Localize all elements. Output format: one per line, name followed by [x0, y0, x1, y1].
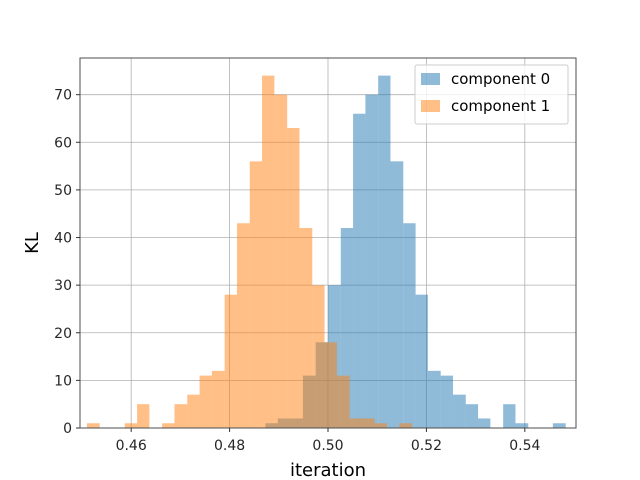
- y-tick-label: 50: [54, 183, 72, 199]
- histogram-bar: [552, 423, 566, 428]
- histogram-bar: [324, 342, 337, 428]
- y-tick-label: 60: [54, 135, 72, 151]
- histogram-bar: [174, 404, 188, 428]
- histogram-bar: [199, 375, 212, 428]
- histogram-bar: [403, 223, 416, 428]
- histogram-bar: [415, 294, 428, 428]
- legend-label-component-0: component 0: [451, 70, 550, 88]
- histogram-bar: [427, 370, 441, 428]
- y-tick-label: 30: [54, 278, 72, 294]
- series-component-1-bars: [86, 75, 413, 429]
- histogram-bar: [224, 294, 237, 428]
- y-tick-label: 0: [63, 421, 72, 437]
- histogram-bar: [374, 423, 388, 428]
- histogram-bar: [124, 423, 138, 428]
- histogram-bar: [390, 161, 404, 429]
- x-axis-ticks: 0.46 0.48 0.50 0.52 0.54: [116, 428, 541, 454]
- histogram-bar: [349, 418, 362, 428]
- legend-swatch-component-0: [421, 73, 440, 85]
- legend: component 0 component 1: [414, 64, 569, 125]
- histogram-bar: [86, 423, 100, 428]
- histogram-bar: [440, 375, 453, 428]
- histogram-bar: [249, 161, 263, 429]
- legend-box: [414, 64, 569, 125]
- histogram-bar: [287, 128, 300, 428]
- histogram-bar: [478, 418, 491, 428]
- histogram-bar: [274, 94, 288, 429]
- x-tick-label: 0.48: [214, 438, 245, 454]
- histogram-bar: [299, 228, 313, 428]
- histogram-bar: [162, 423, 175, 428]
- histogram-bar: [236, 223, 250, 428]
- y-tick-label: 70: [54, 88, 72, 104]
- y-tick-label: 10: [54, 373, 72, 389]
- x-axis-label: iteration: [290, 460, 366, 480]
- histogram-bar: [262, 75, 275, 428]
- x-tick-label: 0.50: [312, 438, 343, 454]
- grid-lines: [80, 58, 576, 429]
- histogram-bar: [378, 75, 391, 428]
- legend-swatch-component-1: [421, 100, 440, 112]
- histogram-bar: [312, 285, 325, 428]
- y-tick-label: 40: [54, 231, 72, 247]
- x-tick-label: 0.54: [509, 438, 540, 454]
- histogram-bar: [211, 370, 225, 428]
- histogram-bar: [465, 404, 479, 428]
- x-tick-label: 0.46: [116, 438, 147, 454]
- histogram-bar: [361, 418, 375, 428]
- histogram-bar: [503, 404, 516, 428]
- x-tick-label: 0.52: [411, 438, 442, 454]
- legend-label-component-1: component 1: [451, 97, 550, 115]
- y-axis-label: KL: [22, 232, 43, 254]
- y-axis-ticks: 0 10 20 30 40 50 60 70: [54, 88, 80, 437]
- histogram-bar: [399, 423, 413, 428]
- histogram-bar: [515, 423, 529, 428]
- histogram-bar: [336, 375, 350, 428]
- histogram-bar: [137, 404, 150, 428]
- histogram-bar: [187, 394, 200, 428]
- histogram-bar: [365, 94, 379, 429]
- y-tick-label: 20: [54, 326, 72, 342]
- histogram-bar: [452, 394, 466, 428]
- histogram-bar: [353, 113, 366, 428]
